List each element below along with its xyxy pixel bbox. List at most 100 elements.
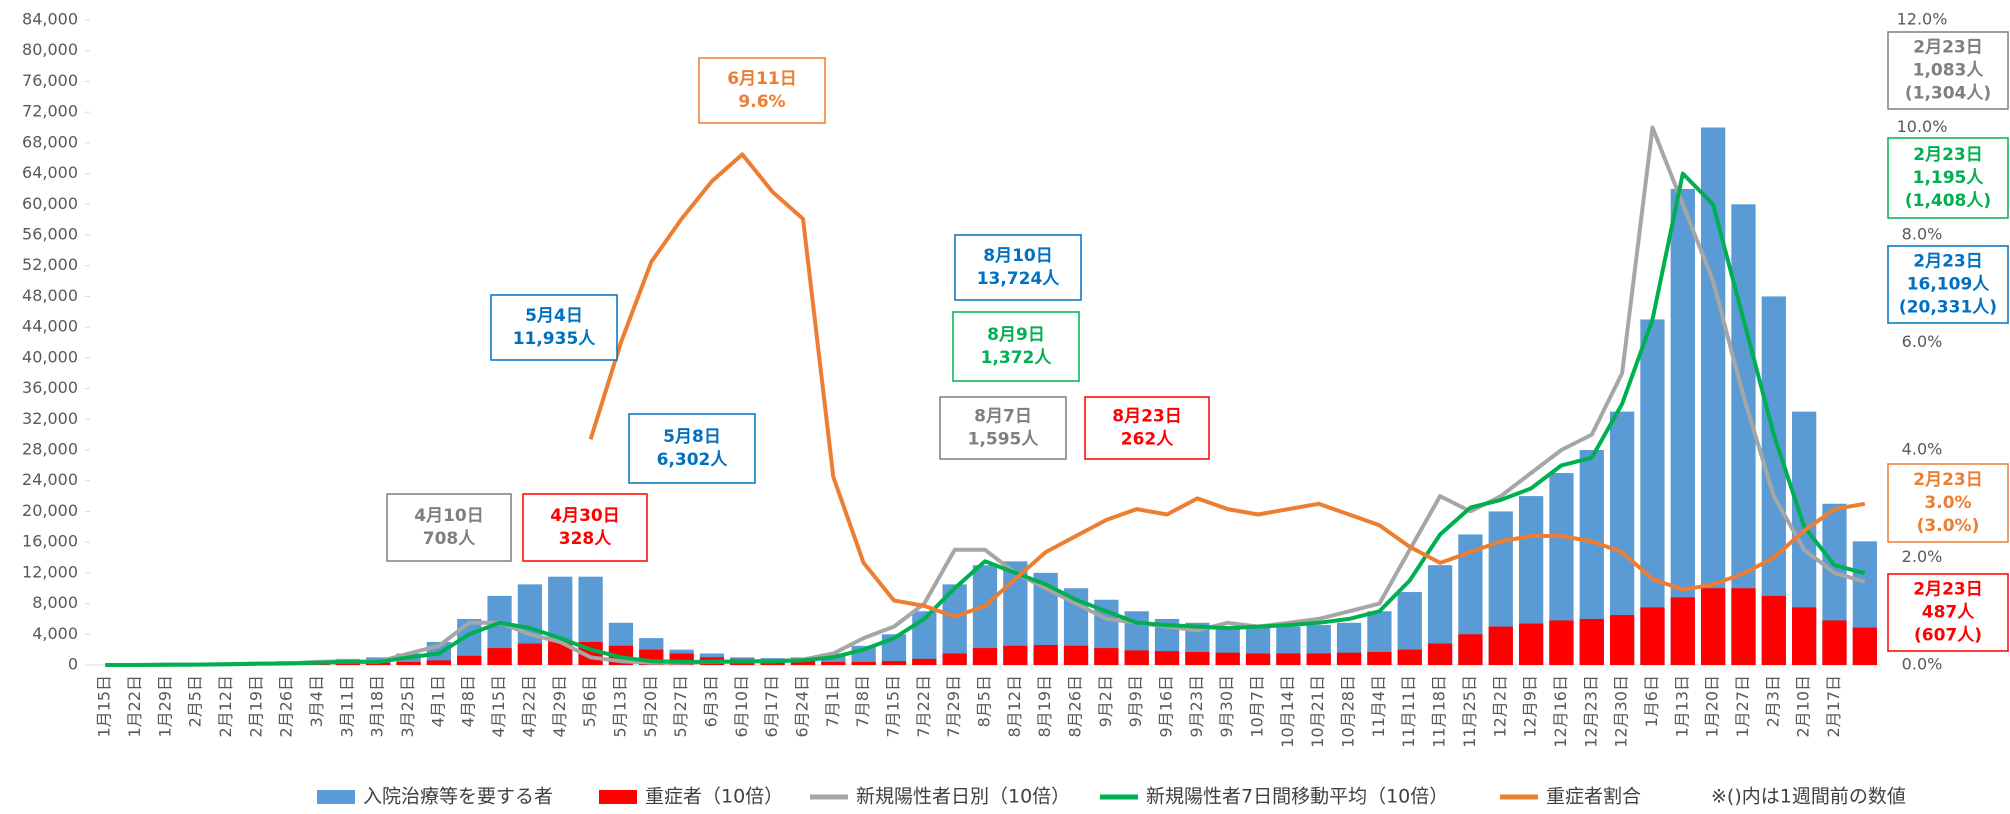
x-tick-label: 5月20日 xyxy=(641,675,660,738)
bar xyxy=(396,662,420,665)
bar xyxy=(427,660,451,665)
bar xyxy=(1701,588,1725,665)
bar xyxy=(1549,620,1573,665)
bar xyxy=(1822,620,1846,665)
annotation-text: 2月23日 xyxy=(1913,252,1983,272)
x-tick-label: 9月16日 xyxy=(1157,675,1176,738)
bar xyxy=(1580,619,1604,665)
annotation-text: 16,109人 xyxy=(1907,275,1991,295)
y-tick-label: 4,000 xyxy=(32,624,78,643)
annotation-text: (1,304人) xyxy=(1905,84,1991,104)
y-tick-label: 32,000 xyxy=(22,409,78,428)
annotation-text: 2月23日 xyxy=(1913,470,1983,490)
y-tick-label: 48,000 xyxy=(22,286,78,305)
annotation-text: 1,372人 xyxy=(981,348,1053,368)
annotation-text: 1,195人 xyxy=(1913,168,1985,188)
y-tick-label: 80,000 xyxy=(22,40,78,59)
annotation-text: 6月11日 xyxy=(727,69,797,89)
y-tick-label: 60,000 xyxy=(22,194,78,213)
annotation-text: 2月23日 xyxy=(1913,38,1983,58)
x-tick-label: 7月8日 xyxy=(853,675,872,727)
annotation-text: 9.6% xyxy=(738,92,785,112)
x-tick-label: 4月22日 xyxy=(519,675,538,738)
bar xyxy=(1428,644,1452,666)
legend-label: 重症者（10倍） xyxy=(645,786,783,808)
x-tick-label: 3月4日 xyxy=(307,675,326,727)
annotation-text: 11,935人 xyxy=(513,329,597,349)
annotation-text: 2月23日 xyxy=(1913,145,1983,165)
annotation-text: 13,724人 xyxy=(977,269,1061,289)
x-tick-label: 9月23日 xyxy=(1187,675,1206,738)
y-tick-label: 44,000 xyxy=(22,317,78,336)
y-tick-label: 20,000 xyxy=(22,501,78,520)
y-tick-label: 64,000 xyxy=(22,163,78,182)
x-tick-label: 1月27日 xyxy=(1733,675,1752,738)
legend-label: 新規陽性者7日間移動平均（10倍） xyxy=(1146,786,1448,808)
annotation-box xyxy=(387,494,511,561)
y-tick-label: 56,000 xyxy=(22,225,78,244)
bar xyxy=(1731,588,1755,665)
x-tick-label: 12月30日 xyxy=(1612,675,1631,748)
bar xyxy=(1003,646,1027,665)
bar xyxy=(1276,653,1300,665)
y-tick-label: 12,000 xyxy=(22,562,78,581)
x-tick-label: 5月27日 xyxy=(671,675,690,738)
x-tick-label: 7月29日 xyxy=(944,675,963,738)
annotation-text: 4月30日 xyxy=(550,506,620,526)
annotation-text: (1,408人) xyxy=(1905,191,1991,211)
annotation-box xyxy=(699,58,825,123)
bar xyxy=(1610,615,1634,665)
y2-tick-label: 8.0% xyxy=(1902,225,1943,244)
bar xyxy=(1094,648,1118,665)
bar xyxy=(487,648,511,665)
x-tick-label: 12月9日 xyxy=(1521,675,1540,738)
y2-tick-label: 10.0% xyxy=(1897,117,1948,136)
bar xyxy=(1185,652,1209,665)
x-tick-label: 6月24日 xyxy=(792,675,811,738)
x-tick-label: 7月22日 xyxy=(914,675,933,738)
annotation-text: (20,331人) xyxy=(1899,298,1997,318)
annotation-text: 1,595人 xyxy=(968,430,1040,450)
x-tick-label: 8月19日 xyxy=(1035,675,1054,738)
bar xyxy=(943,653,967,665)
bar xyxy=(1762,596,1786,665)
annotation-box xyxy=(953,312,1079,381)
annotation-box xyxy=(629,414,755,483)
x-tick-label: 1月22日 xyxy=(125,675,144,738)
annotation-text: 8月23日 xyxy=(1112,407,1182,427)
annotation-text: 8月9日 xyxy=(987,325,1045,345)
annotation-text: 708人 xyxy=(423,529,476,549)
bar xyxy=(1337,653,1361,665)
x-tick-label: 9月9日 xyxy=(1126,675,1145,727)
y-tick-label: 36,000 xyxy=(22,378,78,397)
y-tick-label: 0 xyxy=(68,655,78,674)
annotation-text: 328人 xyxy=(559,529,612,549)
bar xyxy=(1125,650,1149,665)
x-tick-label: 7月15日 xyxy=(883,675,902,738)
x-tick-label: 10月21日 xyxy=(1308,675,1327,748)
annotation-text: 5月4日 xyxy=(525,306,583,326)
x-tick-label: 8月5日 xyxy=(975,675,994,727)
x-tick-label: 6月17日 xyxy=(762,675,781,738)
legend-label: 新規陽性者日別（10倍） xyxy=(856,786,1070,808)
annotation-text: 8月7日 xyxy=(974,407,1032,427)
annotation-box xyxy=(491,295,617,360)
bar xyxy=(1367,652,1391,665)
x-tick-label: 2月17日 xyxy=(1824,675,1843,738)
bar xyxy=(1519,624,1543,665)
y2-tick-label: 12.0% xyxy=(1897,10,1948,29)
bar xyxy=(1034,645,1058,665)
y2-tick-label: 2.0% xyxy=(1902,547,1943,566)
bar xyxy=(821,662,845,665)
annotation-text: 262人 xyxy=(1121,430,1174,450)
x-tick-label: 12月2日 xyxy=(1490,675,1509,738)
x-tick-label: 1月6日 xyxy=(1642,675,1661,727)
legend-swatch xyxy=(599,790,637,804)
bar xyxy=(1155,651,1179,665)
y-tick-label: 24,000 xyxy=(22,470,78,489)
x-tick-label: 2月5日 xyxy=(186,675,205,727)
annotation-text: 1,083人 xyxy=(1913,61,1985,81)
x-tick-label: 9月2日 xyxy=(1096,675,1115,727)
annotation-box xyxy=(955,235,1081,300)
